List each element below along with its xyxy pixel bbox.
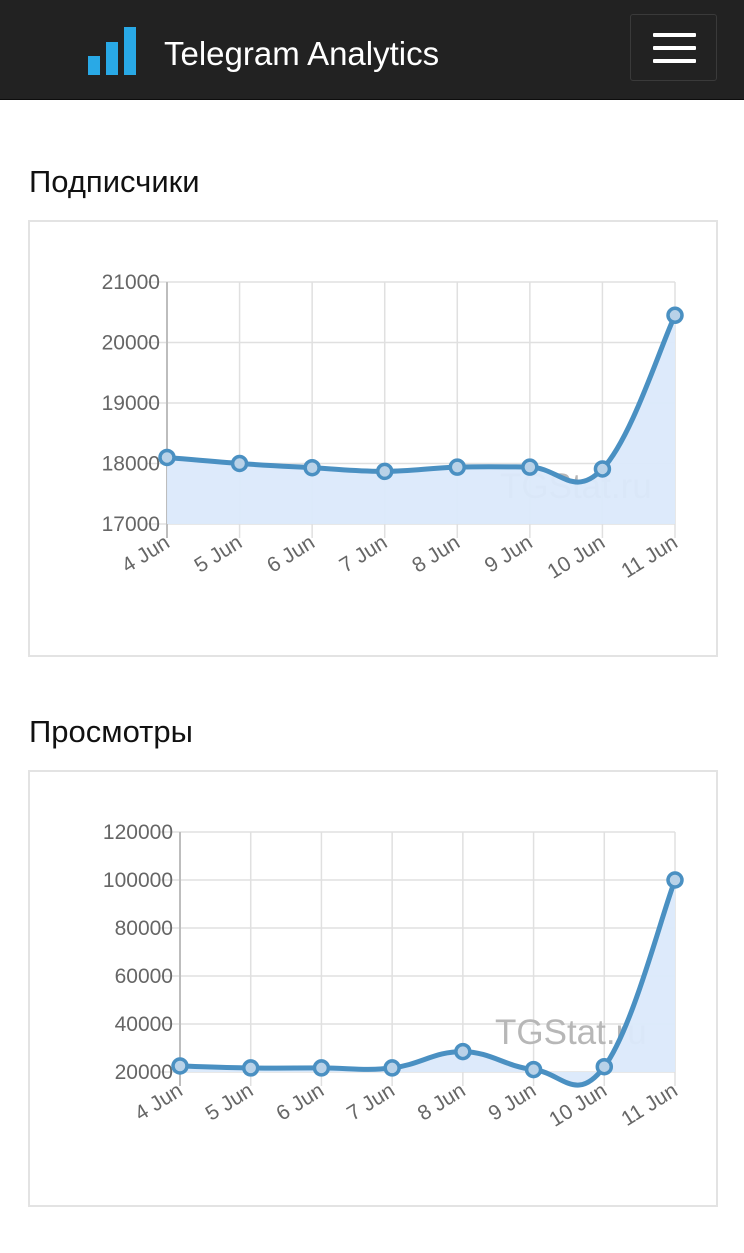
- x-tick-label: 9 Jun: [481, 531, 537, 578]
- y-tick-label: 18000: [102, 453, 160, 476]
- views-title: Просмотры: [29, 714, 193, 749]
- data-point: [230, 454, 249, 473]
- data-point: [312, 1059, 331, 1077]
- data-point: [158, 448, 176, 467]
- y-tick-label: 80000: [115, 917, 173, 940]
- subscribers-chart: 1700018000190002000021000TGStat.ru4 Jun5…: [102, 271, 684, 584]
- series-area: [180, 880, 675, 1086]
- x-tick-label: 8 Jun: [414, 1079, 470, 1126]
- y-tick-label: 20000: [115, 1061, 173, 1084]
- series-area: [167, 315, 675, 524]
- subscribers-chart-panel: 1700018000190002000021000TGStat.ru4 Jun5…: [28, 220, 718, 657]
- data-point: [524, 1060, 543, 1079]
- bar-chart-icon[interactable]: [86, 26, 138, 76]
- x-tick-label: 5 Jun: [202, 1079, 258, 1126]
- views-chart-panel: 20000 40000 60000 80000 100000 120000 TGStat.r…: [28, 770, 718, 1207]
- data-point: [454, 1042, 472, 1061]
- x-tick-label: 4 Jun: [118, 531, 174, 578]
- x-tick-label: 9 Jun: [484, 1079, 540, 1126]
- data-point: [171, 1057, 189, 1075]
- data-point: [303, 458, 321, 477]
- data-point: [383, 1059, 401, 1077]
- y-tick-label: 19000: [102, 392, 160, 415]
- x-tick-label: 7 Jun: [336, 531, 392, 578]
- views-chart: 20000400006000080000100000120000TGStat.r…: [103, 821, 684, 1132]
- x-tick-label: 4 Jun: [131, 1079, 187, 1126]
- data-point: [241, 1059, 260, 1077]
- x-tick-label: 10 Jun: [543, 531, 609, 584]
- y-tick-label: 120000: [103, 821, 173, 844]
- x-tick-label: 8 Jun: [408, 531, 464, 578]
- x-tick-label: 6 Jun: [263, 531, 319, 578]
- y-tick-label: 60000: [115, 965, 173, 988]
- y-tick-label: 17000: [102, 513, 160, 536]
- data-point: [448, 458, 467, 476]
- data-point: [521, 458, 539, 476]
- series-line: [177, 877, 678, 1088]
- x-tick-label: 6 Jun: [272, 1079, 328, 1126]
- x-tick-label: 5 Jun: [190, 531, 246, 578]
- y-tick-label: 20000: [102, 332, 160, 355]
- data-point: [666, 871, 684, 889]
- brand-title[interactable]: Telegram Analytics: [164, 35, 440, 72]
- x-tick-label: 11 Jun: [617, 531, 681, 583]
- data-point: [593, 460, 612, 478]
- chart-grid: [160, 831, 676, 1086]
- hamburger-menu-button[interactable]: [630, 14, 717, 81]
- navbar: Telegram Analytics: [0, 0, 744, 100]
- series-line: [164, 312, 678, 485]
- y-tick-label: 21000: [102, 271, 160, 294]
- data-point: [595, 1057, 614, 1076]
- data-point: [375, 462, 394, 481]
- y-tick-label: 100000: [103, 869, 173, 892]
- y-tick-label: 40000: [115, 1013, 173, 1036]
- x-tick-label: 7 Jun: [343, 1079, 399, 1126]
- data-point: [666, 306, 684, 325]
- x-tick-label: 11 Jun: [617, 1079, 681, 1131]
- subscribers-title: Подписчики: [29, 164, 200, 199]
